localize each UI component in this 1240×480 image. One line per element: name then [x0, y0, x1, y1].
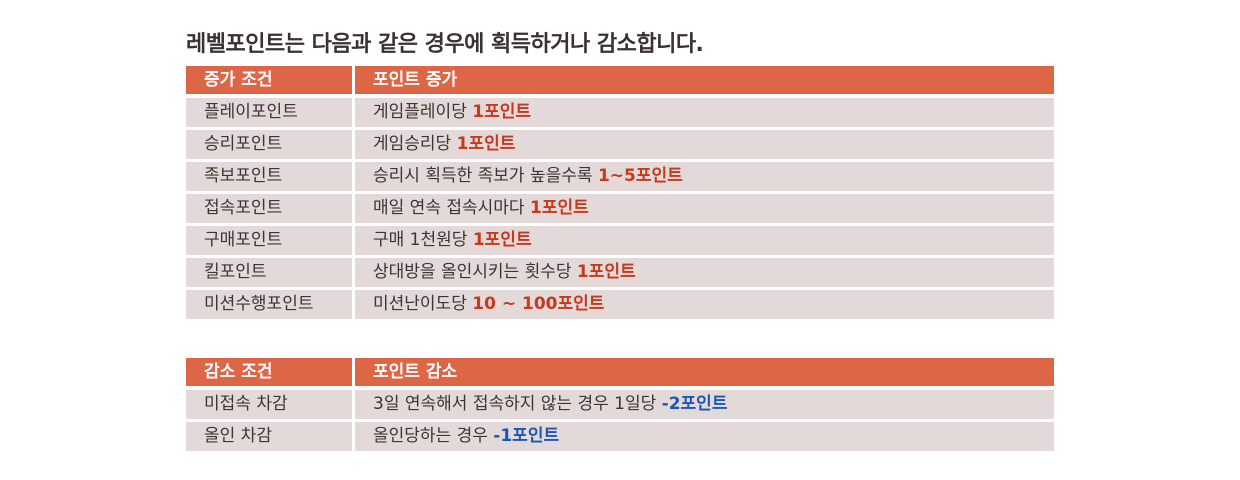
- point-value: 10 ~ 100포인트: [472, 294, 605, 314]
- table-row: 접속포인트 매일 연속 접속시마다 1포인트: [186, 194, 1054, 223]
- description-text: 올인당하는 경우: [373, 426, 494, 446]
- description-text: 구매 1천원당: [373, 230, 473, 250]
- table-row: 올인 차감 올인당하는 경우 -1포인트: [186, 422, 1054, 451]
- point-value: -2포인트: [661, 394, 728, 414]
- table-row: 족보포인트 승리시 획득한 족보가 높을수록 1~5포인트: [186, 162, 1054, 191]
- table-row: 킬포인트 상대방을 올인시키는 횟수당 1포인트: [186, 258, 1054, 287]
- header-increase-condition: 증가 조건: [186, 66, 352, 94]
- point-value: 1~5포인트: [597, 166, 683, 186]
- header-decrease-condition: 감소 조건: [186, 358, 352, 386]
- table-header-row: 감소 조건 포인트 감소: [186, 358, 1054, 387]
- header-point-decrease: 포인트 감소: [355, 358, 1054, 386]
- table-row: 미션수행포인트 미션난이도당 10 ~ 100포인트: [186, 290, 1054, 319]
- table-row: 미접속 차감 3일 연속해서 접속하지 않는 경우 1일당 -2포인트: [186, 390, 1054, 419]
- description-text: 승리시 획득한 족보가 높을수록: [373, 166, 598, 186]
- header-point-increase: 포인트 증가: [355, 66, 1054, 94]
- point-value: -1포인트: [493, 426, 560, 446]
- condition-cell: 미접속 차감: [186, 390, 352, 419]
- point-decrease-table: 감소 조건 포인트 감소 미접속 차감 3일 연속해서 접속하지 않는 경우 1…: [186, 358, 1054, 454]
- description-cell: 3일 연속해서 접속하지 않는 경우 1일당 -2포인트: [355, 390, 1054, 419]
- description-text: 3일 연속해서 접속하지 않는 경우 1일당: [373, 394, 662, 414]
- point-value: 1포인트: [456, 134, 516, 154]
- description-cell: 승리시 획득한 족보가 높을수록 1~5포인트: [355, 162, 1054, 191]
- description-text: 매일 연속 접속시마다: [373, 198, 530, 218]
- table-row: 승리포인트 게임승리당 1포인트: [186, 130, 1054, 159]
- condition-cell: 구매포인트: [186, 226, 352, 255]
- point-value: 1포인트: [576, 262, 636, 282]
- condition-cell: 올인 차감: [186, 422, 352, 451]
- condition-cell: 킬포인트: [186, 258, 352, 287]
- condition-cell: 미션수행포인트: [186, 290, 352, 319]
- condition-cell: 접속포인트: [186, 194, 352, 223]
- page-title: 레벨포인트는 다음과 같은 경우에 획득하거나 감소합니다.: [186, 32, 704, 57]
- condition-cell: 승리포인트: [186, 130, 352, 159]
- table-header-row: 증가 조건 포인트 증가: [186, 66, 1054, 95]
- description-text: 게임플레이당: [373, 102, 473, 122]
- description-cell: 올인당하는 경우 -1포인트: [355, 422, 1054, 451]
- description-cell: 게임승리당 1포인트: [355, 130, 1054, 159]
- point-value: 1포인트: [472, 230, 532, 250]
- table-row: 플레이포인트 게임플레이당 1포인트: [186, 98, 1054, 127]
- point-value: 1포인트: [529, 198, 589, 218]
- description-cell: 구매 1천원당 1포인트: [355, 226, 1054, 255]
- description-cell: 상대방을 올인시키는 횟수당 1포인트: [355, 258, 1054, 287]
- description-cell: 미션난이도당 10 ~ 100포인트: [355, 290, 1054, 319]
- condition-cell: 족보포인트: [186, 162, 352, 191]
- description-text: 미션난이도당: [373, 294, 473, 314]
- description-cell: 게임플레이당 1포인트: [355, 98, 1054, 127]
- point-increase-table: 증가 조건 포인트 증가 플레이포인트 게임플레이당 1포인트 승리포인트 게임…: [186, 66, 1054, 322]
- point-value: 1포인트: [472, 102, 531, 122]
- description-cell: 매일 연속 접속시마다 1포인트: [355, 194, 1054, 223]
- condition-cell: 플레이포인트: [186, 98, 352, 127]
- table-row: 구매포인트 구매 1천원당 1포인트: [186, 226, 1054, 255]
- description-text: 게임승리당: [373, 134, 457, 154]
- description-text: 상대방을 올인시키는 횟수당: [373, 262, 577, 282]
